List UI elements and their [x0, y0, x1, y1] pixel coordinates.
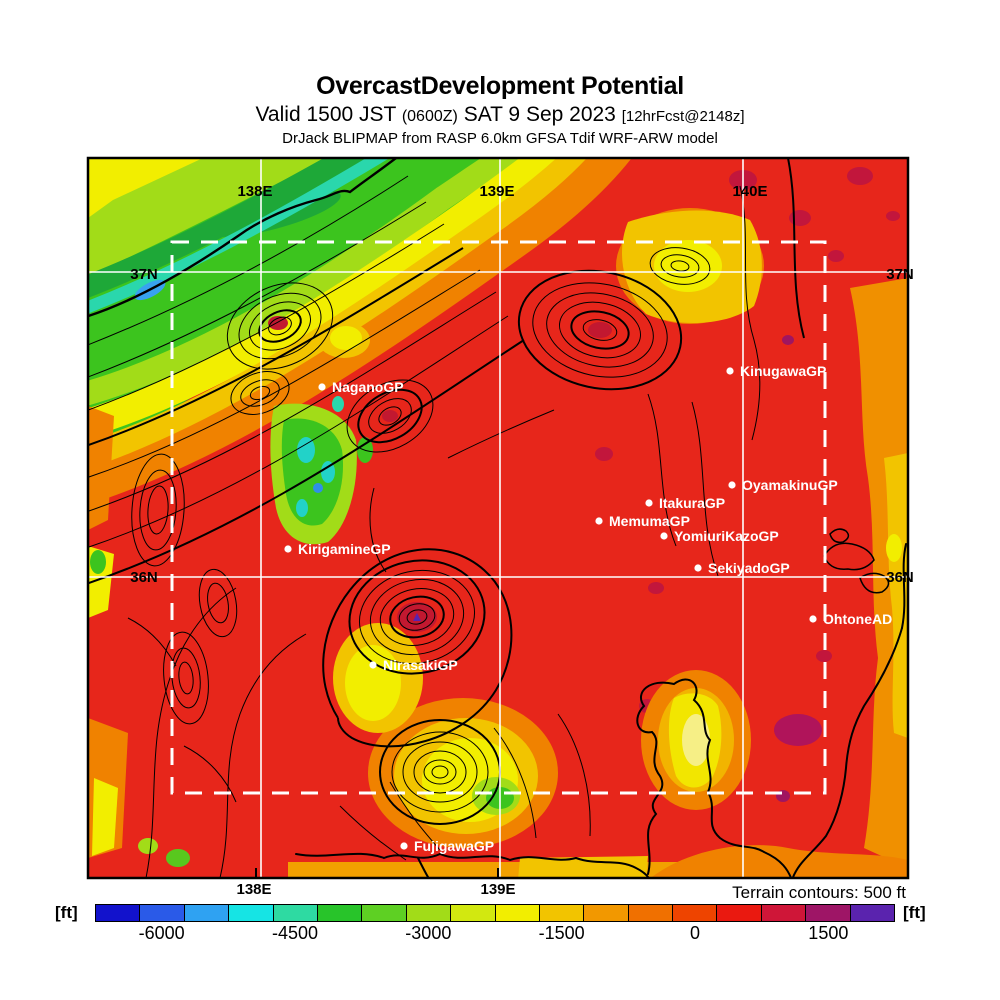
colorbar-tick--6000: -6000 [138, 923, 185, 943]
colorbar-segment [317, 905, 363, 921]
colorbar-tick-labels: -6000 -4500 -3000 -1500 0 1500 [95, 923, 895, 947]
colorbar-unit-left: [ft] [55, 903, 78, 922]
map-border [86, 156, 910, 880]
station-label-FujigawaGP: FujigawaGP [414, 838, 494, 854]
colorbar-segment [495, 905, 540, 921]
colorbar-segment [451, 905, 496, 921]
colorbar-segment [362, 905, 407, 921]
colorbar-segment [673, 905, 718, 921]
station-marker-KirigamineGP [284, 545, 292, 553]
station-marker-YomiuriKazoGP [660, 532, 668, 540]
colorbar-unit-right: [ft] [903, 903, 926, 922]
station-label-NirasakiGP: NirasakiGP [383, 657, 458, 673]
colorbar-segment [584, 905, 629, 921]
page-title: OvercastDevelopment Potential [316, 72, 684, 100]
latlon-grid [88, 158, 908, 878]
colorbar-segment [184, 905, 230, 921]
station-label-YomiuriKazoGP: YomiuriKazoGP [674, 528, 779, 544]
station-markers: NaganoGP KinugawaGP OyamakinuGP ItakuraGP Me… [284, 363, 892, 854]
colorbar-segment [96, 905, 141, 921]
grid-label-right-37n: 37N [886, 266, 914, 283]
valid-prefix: Valid 1500 JST [255, 102, 396, 126]
grid-label-top-140e: 140E [732, 183, 767, 200]
grid-labels: 138E 139E 140E 37N 36N 37N 36N [130, 183, 914, 586]
coastlines [88, 158, 907, 878]
map-canvas: 138E 139E 140E 37N 36N 37N 36N NaganoGP Kinugaw… [86, 156, 914, 880]
colorbar-segment [229, 905, 274, 921]
station-label-SekiyadoGP: SekiyadoGP [708, 560, 790, 576]
station-marker-OhtoneAD [809, 615, 817, 623]
bottom-longitude-labels: 138E 139E [0, 881, 1000, 901]
colorbar-tick-1500: 1500 [808, 923, 849, 943]
model-domain-box [170, 240, 827, 795]
colorbar-segment [140, 905, 185, 921]
colorbar-segment [850, 905, 895, 921]
map-color-field [88, 158, 908, 878]
station-marker-MemumaGP [595, 517, 603, 525]
colorbar-tick--3000: -3000 [405, 923, 452, 943]
forecast-tag: [12hrFcst@2148z] [621, 107, 745, 125]
colorbar-tick--1500: -1500 [538, 923, 585, 943]
station-label-OhtoneAD: OhtoneAD [823, 611, 892, 627]
station-label-NaganoGP: NaganoGP [332, 379, 404, 395]
station-label-OyamakinuGP: OyamakinuGP [742, 477, 838, 493]
station-marker-KinugawaGP [726, 367, 734, 375]
forecast-map: 138E 139E 140E 37N 36N 37N 36N NaganoGP Kinugaw… [86, 156, 914, 880]
station-marker-NaganoGP [318, 383, 326, 391]
grid-label-right-36n: 36N [886, 569, 914, 586]
colorbar-segment [406, 905, 452, 921]
grid-label-left-37n: 37N [130, 266, 158, 283]
station-label-ItakuraGP: ItakuraGP [659, 495, 725, 511]
colorbar-tick--4500: -4500 [271, 923, 319, 943]
valid-date: SAT 9 Sep 2023 [463, 102, 616, 126]
grid-label-bottom-139e: 139E [480, 881, 516, 898]
grid-label-bottom-138e: 138E [236, 881, 272, 898]
colorbar-segment [717, 905, 762, 921]
colorbar [95, 904, 895, 922]
station-label-KirigamineGP: KirigamineGP [298, 541, 391, 557]
station-marker-ItakuraGP [645, 499, 653, 507]
header: OvercastDevelopment Potential Valid 1500… [0, 72, 1000, 147]
model-line: DrJack BLIPMAP from RASP 6.0km GFSA Tdif… [282, 129, 718, 147]
grid-label-top-138e: 138E [237, 183, 272, 200]
colorbar-segment [761, 905, 807, 921]
grid-label-top-139e: 139E [479, 183, 514, 200]
valid-zulu: (0600Z) [401, 107, 458, 125]
station-marker-SekiyadoGP [694, 564, 702, 572]
station-marker-OyamakinuGP [728, 481, 736, 489]
station-label-MemumaGP: MemumaGP [609, 513, 690, 529]
grid-label-left-36n: 36N [130, 569, 158, 586]
colorbar-segment [806, 905, 851, 921]
colorbar-tick-0: 0 [689, 923, 701, 943]
colorbar-segment [273, 905, 318, 921]
colorbar-segment [539, 905, 585, 921]
station-marker-NirasakiGP [369, 661, 377, 669]
colorbar-segment [628, 905, 674, 921]
terrain-contours-note: Terrain contours: 500 ft [732, 883, 906, 902]
station-label-KinugawaGP: KinugawaGP [740, 363, 826, 379]
valid-time-line: Valid 1500 JST (0600Z) SAT 9 Sep 2023 [1… [0, 103, 1000, 127]
station-marker-FujigawaGP [400, 842, 408, 850]
